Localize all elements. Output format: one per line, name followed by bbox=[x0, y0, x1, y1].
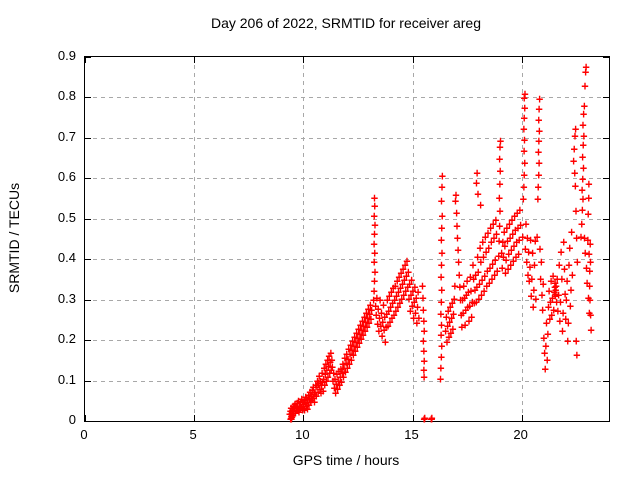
y-tick-mark-right bbox=[603, 57, 609, 58]
y-tick-mark-right bbox=[603, 299, 609, 301]
y-tick-mark bbox=[85, 299, 91, 301]
chart-title: Day 206 of 2022, SRMTID for receiver are… bbox=[210, 15, 481, 31]
x-tick-mark bbox=[85, 415, 86, 421]
grid-line-horizontal bbox=[85, 259, 609, 261]
x-tick-mark bbox=[521, 415, 523, 421]
y-tick-label: 0.5 bbox=[57, 209, 76, 225]
y-tick-mark-right bbox=[603, 380, 609, 382]
y-tick-mark bbox=[85, 57, 91, 58]
y-tick-label: 0.3 bbox=[57, 290, 76, 306]
grid-line-horizontal bbox=[85, 340, 609, 342]
y-tick-mark-right bbox=[603, 340, 609, 342]
x-tick-mark bbox=[194, 415, 196, 421]
y-tick-label: 0.7 bbox=[57, 128, 76, 144]
y-tick-mark-right bbox=[603, 259, 609, 261]
y-tick-mark bbox=[85, 178, 91, 180]
y-tick-mark bbox=[85, 380, 91, 382]
y-tick-label: 0.9 bbox=[57, 48, 76, 63]
x-tick-mark-top bbox=[412, 57, 414, 63]
grid-line-vertical bbox=[521, 57, 523, 421]
y-tick-mark-right bbox=[603, 421, 609, 422]
grid-line-horizontal bbox=[85, 97, 609, 99]
x-tick-mark-top bbox=[303, 57, 305, 63]
grid-line-vertical bbox=[194, 57, 196, 421]
y-tick-mark bbox=[85, 218, 91, 220]
y-tick-label: 0.6 bbox=[57, 169, 76, 185]
grid-line-horizontal bbox=[85, 137, 609, 139]
y-tick-mark bbox=[85, 137, 91, 139]
grid-line-horizontal bbox=[85, 218, 609, 220]
y-tick-mark bbox=[85, 97, 91, 99]
plot-area: + + + + + + + + + + + + + + + + + + + + + + + + + + + + + + + + + + + + + + + +… bbox=[84, 56, 610, 425]
x-axis-label: GPS time / hours bbox=[292, 452, 400, 468]
y-tick-label: 0.8 bbox=[57, 88, 76, 104]
x-tick-label: 0 bbox=[80, 427, 88, 442]
x-tick-label: 20 bbox=[513, 427, 528, 442]
x-tick-mark-top bbox=[85, 57, 86, 63]
y-axis-label: SRMTID / TECUs bbox=[6, 182, 22, 294]
grid-line-vertical bbox=[412, 57, 414, 421]
y-tick-mark-right bbox=[603, 178, 609, 180]
grid-line-vertical bbox=[303, 57, 305, 421]
x-tick-mark-top bbox=[194, 57, 196, 63]
x-tick-label: 15 bbox=[404, 427, 419, 442]
x-tick-mark bbox=[412, 415, 414, 421]
grid-line-horizontal bbox=[85, 299, 609, 301]
x-tick-mark bbox=[303, 415, 305, 421]
y-tick-label: 0.1 bbox=[57, 371, 76, 387]
grid-line-horizontal bbox=[85, 178, 609, 180]
y-tick-mark bbox=[85, 340, 91, 342]
y-tick-label: 0 bbox=[68, 412, 76, 427]
y-tick-mark-right bbox=[603, 97, 609, 99]
y-tick-label: 0.4 bbox=[57, 250, 76, 266]
y-tick-mark bbox=[85, 421, 91, 422]
grid-line-horizontal bbox=[85, 380, 609, 382]
x-tick-mark-top bbox=[521, 57, 523, 63]
y-tick-mark-right bbox=[603, 137, 609, 139]
y-tick-mark bbox=[85, 259, 91, 261]
y-tick-label: 0.2 bbox=[57, 331, 76, 347]
x-tick-label: 10 bbox=[295, 427, 310, 442]
x-tick-label: 5 bbox=[189, 427, 197, 442]
y-tick-mark-right bbox=[603, 218, 609, 220]
